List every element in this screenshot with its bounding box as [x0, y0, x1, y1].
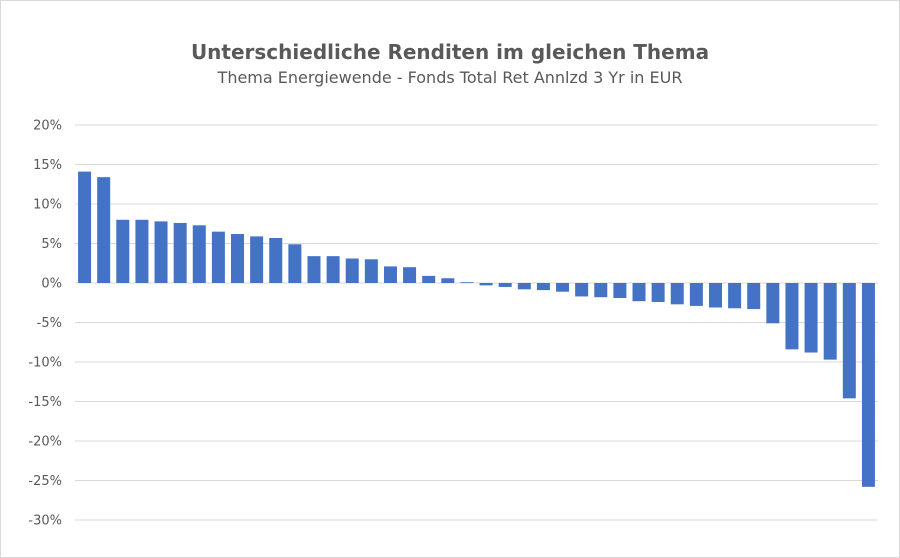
bar — [422, 275, 436, 283]
y-tick-label: -5% — [37, 316, 62, 331]
y-tick-label: -25% — [28, 474, 62, 489]
gridlines — [75, 124, 878, 521]
bar — [632, 283, 646, 302]
bar — [288, 244, 302, 283]
y-tick-label: 15% — [33, 158, 62, 173]
bar — [479, 283, 493, 286]
bar — [670, 283, 684, 305]
bar — [708, 283, 722, 308]
bar — [785, 283, 799, 350]
bar — [231, 234, 245, 283]
bar — [383, 266, 397, 283]
y-tick-label: 10% — [33, 198, 62, 213]
bar — [364, 259, 378, 283]
bar — [842, 283, 856, 399]
y-tick-label: 5% — [41, 237, 62, 252]
bar — [403, 267, 417, 283]
y-axis-ticks: 20% 15% 10% 5% 0% -5% -10% -15% -20% -25% -30% — [28, 119, 62, 529]
y-tick-label: -20% — [28, 435, 62, 450]
bar — [307, 256, 321, 283]
bar — [154, 221, 168, 283]
bar — [651, 283, 665, 302]
y-tick-label: -30% — [28, 514, 62, 529]
bar — [575, 283, 589, 297]
bar — [135, 219, 149, 283]
bar — [766, 283, 780, 324]
bar — [517, 283, 531, 290]
y-tick-label: -15% — [28, 395, 62, 410]
bar — [192, 225, 206, 283]
bar — [250, 236, 264, 283]
bar — [211, 231, 225, 283]
y-tick-label: -10% — [28, 356, 62, 371]
bar — [173, 222, 187, 283]
bar — [823, 283, 837, 360]
bar — [594, 283, 608, 298]
bar — [804, 283, 818, 353]
bar — [536, 283, 550, 291]
bar — [556, 283, 570, 292]
y-tick-label: 20% — [33, 119, 62, 134]
bar — [97, 177, 111, 283]
bar — [345, 258, 359, 283]
bar — [460, 282, 474, 284]
bar — [613, 283, 627, 299]
bar — [269, 237, 283, 283]
bar — [78, 171, 92, 283]
chart-title: Unterschiedliche Renditen im gleichen Th… — [190, 40, 710, 64]
bar — [116, 219, 130, 283]
bar — [728, 283, 742, 309]
y-tick-label: 0% — [41, 277, 62, 292]
bar — [498, 283, 512, 287]
bar — [326, 256, 340, 283]
chart-subtitle: Thema Energiewende - Fonds Total Ret Ann… — [217, 68, 683, 87]
bar — [689, 283, 703, 306]
bar — [861, 283, 875, 487]
bar — [441, 278, 455, 283]
bars — [78, 171, 875, 487]
bar — [747, 283, 761, 310]
